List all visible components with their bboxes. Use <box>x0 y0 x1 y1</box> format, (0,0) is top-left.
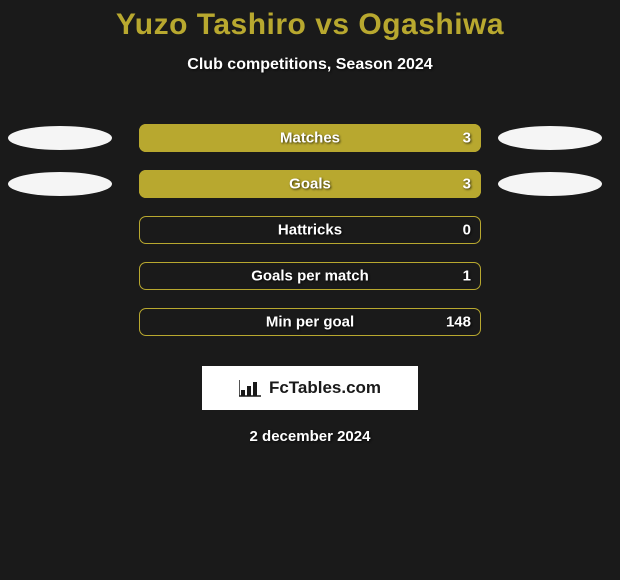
stat-value: 1 <box>463 268 471 285</box>
logo-text: FcTables.com <box>269 378 381 398</box>
stat-label: Min per goal <box>139 314 481 331</box>
logo-box[interactable]: FcTables.com <box>202 366 418 410</box>
player-marker-right <box>498 172 602 196</box>
stat-row: Hattricks0 <box>0 216 620 244</box>
page-title: Yuzo Tashiro vs Ogashiwa <box>0 8 620 42</box>
logo-inner: FcTables.com <box>239 378 381 398</box>
date-line: 2 december 2024 <box>0 428 620 445</box>
player-marker-left <box>8 172 112 196</box>
stats-rows: Matches3Goals3Hattricks0Goals per match1… <box>0 124 620 336</box>
subtitle: Club competitions, Season 2024 <box>0 56 620 74</box>
stat-value: 0 <box>463 222 471 239</box>
stat-label: Hattricks <box>139 222 481 239</box>
stat-value: 148 <box>446 314 471 331</box>
stat-bar: Min per goal148 <box>139 308 481 336</box>
stat-row: Goals3 <box>0 170 620 198</box>
bar-chart-icon <box>239 378 263 398</box>
stat-bar: Goals per match1 <box>139 262 481 290</box>
stat-row: Matches3 <box>0 124 620 152</box>
stat-value: 3 <box>463 130 471 147</box>
stat-bar: Hattricks0 <box>139 216 481 244</box>
stat-label: Goals <box>139 176 481 193</box>
player-marker-right <box>498 126 602 150</box>
stat-bar: Goals3 <box>139 170 481 198</box>
stat-label: Matches <box>139 130 481 147</box>
stat-bar: Matches3 <box>139 124 481 152</box>
player-marker-left <box>8 126 112 150</box>
comparison-widget: Yuzo Tashiro vs Ogashiwa Club competitio… <box>0 0 620 445</box>
stat-row: Goals per match1 <box>0 262 620 290</box>
stat-value: 3 <box>463 176 471 193</box>
stat-label: Goals per match <box>139 268 481 285</box>
stat-row: Min per goal148 <box>0 308 620 336</box>
